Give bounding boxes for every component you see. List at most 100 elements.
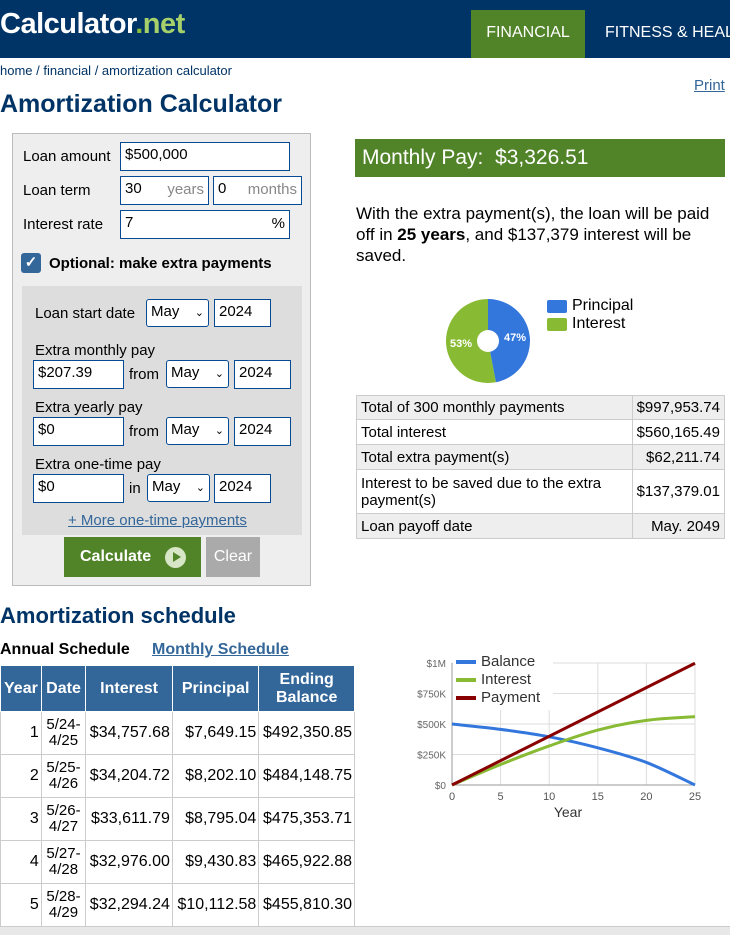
months-unit: months [247,181,297,198]
cell-interest: $32,294.24 [85,883,173,927]
cell-principal: $7,649.15 [171,711,260,755]
extra-onetime-input[interactable]: $0 [33,474,124,503]
loan-term-months-value: 0 [218,180,227,197]
monthly-pay-label: Monthly Pay: [362,146,484,169]
column-header-year: Year [0,665,42,712]
summary-row-value: $137,379.01 [631,469,726,514]
cell-principal: $10,112.58 [171,883,260,927]
logo-dot: . [135,8,143,40]
interest-rate-label: Interest rate [23,216,104,233]
legend-item-interest: Interest [547,315,633,333]
extra-onetime-in-label: in [129,480,141,497]
chart-legend-label-interest: Interest [481,671,532,688]
summary-row: Loan payoff date May. 2049 [356,513,726,539]
nav-tab-fitness-health[interactable]: FITNESS & HEAL [605,24,730,41]
calculate-button[interactable]: Calculate [64,537,201,577]
pie-legend: Principal Interest [547,297,633,333]
chevron-down-icon: ⌄ [194,307,204,319]
optional-extra-label: Optional: make extra payments [49,255,272,272]
legend-label-interest: Interest [572,315,626,332]
logo-main: Calculator [0,8,136,40]
extra-onetime-month-select[interactable]: May ⌄ [147,474,210,502]
summary-row: Total extra payment(s) $62,211.74 [356,444,726,470]
chart-legend-swatch-payment [456,696,476,700]
loan-term-years-value: 30 [125,180,142,197]
balance-interest-payment-chart: $0 $250K $500K $750K $1M 0 5 10 15 20 25 BalanceIn… [417,653,701,820]
tab-monthly-schedule[interactable]: Monthly Schedule [152,641,289,658]
extra-onetime-label: Extra one-time pay [35,456,161,473]
extra-monthly-input[interactable]: $207.39 [33,360,124,389]
extra-monthly-month-select[interactable]: May ⌄ [166,360,229,388]
table-row: 2 5/25- 4/26 $34,204.72 $8,202.10 $484,148.75 [0,754,355,798]
date-end: 4/28 [48,861,79,878]
extra-yearly-input[interactable]: $0 [33,417,124,446]
chart-x-tick-label: 15 [592,791,604,803]
chevron-down-icon: ⌄ [214,425,224,437]
years-unit: years [167,181,204,198]
cell-balance: $484,148.75 [258,754,355,798]
date-end: 4/26 [48,775,79,792]
cell-balance: $465,922.88 [258,840,355,884]
horizontal-scrollbar[interactable] [0,926,730,935]
cell-year: 1 [0,711,42,755]
loan-term-months-input[interactable]: 0 months [213,176,302,205]
date-start: 5/26- [46,802,81,819]
clear-button[interactable]: Clear [206,537,260,577]
extra-yearly-label: Extra yearly pay [35,399,143,416]
chart-series-line-payment [451,661,696,787]
extra-monthly-year-input[interactable]: 2024 [234,360,291,389]
summary-row-value: $560,165.49 [631,419,726,445]
summary-row-value: $62,211.74 [631,444,726,470]
breadcrumb-current[interactable]: amortization calculator [101,63,232,78]
print-link[interactable]: Print [694,77,725,94]
breadcrumb-home[interactable]: home [0,63,33,78]
legend-item-principal: Principal [547,297,633,315]
interest-rate-input[interactable]: 7% [120,210,290,239]
chart-series-lines [451,661,696,787]
chart-legend-label-payment: Payment [481,689,541,706]
extra-payments-checkbox[interactable]: ✓ [21,253,41,273]
loan-start-month-select[interactable]: May ⌄ [146,299,209,327]
column-header-principal: Principal [171,665,260,712]
extra-onetime-year-input[interactable]: 2024 [214,474,271,503]
summary-row: Interest to be saved due to the extra pa… [356,469,726,514]
breadcrumb-separator: / [91,63,102,78]
interest-rate-value: 7 [125,214,134,231]
pie-slice-principal [488,299,530,383]
pie-label-principal: 47% [504,332,526,344]
loan-start-date-label: Loan start date [35,305,136,322]
chart-tick-labels: $0 $250K $500K $750K $1M 0 5 10 15 20 25 [417,659,701,803]
cell-date: 5/26- 4/27 [40,797,87,841]
date-end: 4/25 [48,732,79,749]
site-logo[interactable]: Calculator.net [0,8,185,41]
tab-annual-schedule[interactable]: Annual Schedule [0,641,130,658]
cell-principal: $9,430.83 [171,840,260,884]
summary-row: Total interest $560,165.49 [356,419,726,445]
page-title: Amortization Calculator [0,90,282,118]
pie-label-interest: 53% [450,338,472,350]
date-start: 5/27- [46,845,81,862]
breadcrumb-financial[interactable]: financial [43,63,92,78]
chart-x-tick-label: 0 [449,791,455,803]
date-start: 5/28- [46,888,81,905]
pie-slice-interest [445,299,496,383]
extra-yearly-year-input[interactable]: 2024 [234,417,291,446]
cell-balance: $492,350.85 [258,711,355,755]
loan-term-years-input[interactable]: 30 years [120,176,209,205]
loan-amount-input[interactable]: $500,000 [120,142,290,171]
nav-tab-financial[interactable]: FINANCIAL [471,10,585,58]
cell-balance: $455,810.30 [258,883,355,927]
extra-yearly-month-select[interactable]: May ⌄ [166,417,229,445]
chart-x-tick-label: 25 [689,791,701,803]
more-one-time-payments-link[interactable]: + More one-time payments [68,512,247,529]
cell-year: 3 [0,797,42,841]
monthly-pay-value: $3,326.51 [495,146,589,169]
summary-text-start: With the extra payment(s), the loan will… [356,204,710,244]
loan-start-year-input[interactable]: 2024 [214,299,271,327]
cell-year: 5 [0,883,42,927]
checkmark-icon: ✓ [24,254,38,271]
cell-date: 5/28- 4/29 [40,883,87,927]
chart-y-tick-label: $1M [427,659,446,670]
summary-text-end: , and $137,379 interest will be saved. [356,225,692,265]
